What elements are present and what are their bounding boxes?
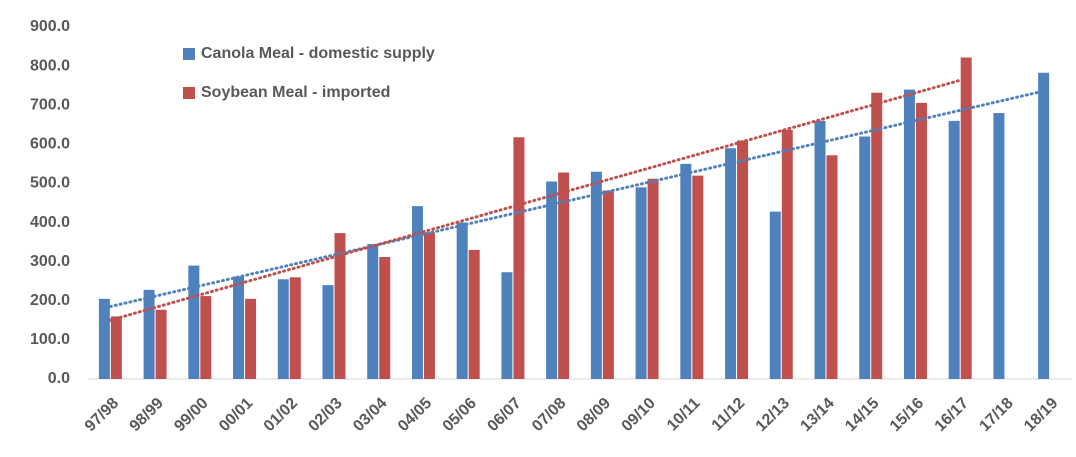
legend-swatch [183, 48, 195, 60]
x-tick-label: 03/04 [350, 395, 390, 435]
bar [635, 187, 647, 379]
bar [98, 298, 110, 379]
x-tick-label: 97/98 [82, 395, 122, 435]
x-tick-label: 10/11 [664, 395, 704, 435]
bar [903, 89, 915, 380]
legend-swatch [183, 87, 195, 99]
y-tick-label: 500.0 [30, 175, 70, 192]
trendline [108, 88, 1052, 309]
y-tick-label: 300.0 [30, 253, 70, 270]
x-tick-label: 07/08 [529, 395, 569, 435]
x-tick-label: 12/13 [753, 395, 793, 435]
bar [334, 233, 346, 379]
bar [322, 285, 334, 379]
x-tick-label: 15/16 [887, 395, 927, 435]
x-tick-label: 11/12 [709, 395, 749, 435]
bar [1038, 72, 1050, 379]
bar [143, 289, 155, 379]
y-tick-label: 400.0 [30, 214, 70, 231]
x-tick-label: 06/07 [484, 395, 524, 435]
bar [379, 256, 391, 379]
bar [110, 316, 122, 379]
trendline [108, 78, 962, 322]
bar [960, 57, 972, 380]
y-tick-label: 100.0 [30, 331, 70, 348]
bar [602, 190, 614, 379]
x-tick-label: 13/14 [797, 395, 837, 435]
y-tick-label: 700.0 [30, 96, 70, 113]
bar [781, 129, 793, 379]
bar [769, 211, 781, 379]
bar [647, 178, 659, 379]
x-tick-label: 17/18 [976, 395, 1016, 435]
x-tick-label: 00/01 [216, 395, 256, 435]
bar [277, 279, 289, 379]
bar [200, 296, 212, 379]
bar [546, 181, 558, 379]
y-tick-label: 800.0 [30, 57, 70, 74]
bar [289, 277, 301, 379]
bar [814, 120, 826, 379]
x-tick-label: 09/10 [619, 395, 659, 435]
y-tick-label: 900.0 [30, 18, 70, 35]
bar [245, 298, 257, 379]
bar [725, 148, 737, 379]
bar [513, 137, 525, 379]
bar [423, 232, 435, 379]
bar [468, 249, 480, 379]
y-tick-label: 0.0 [48, 370, 70, 387]
bar [826, 155, 838, 379]
legend-label: Canola Meal - domestic supply [201, 45, 435, 62]
bar [859, 136, 871, 379]
bar [155, 309, 167, 379]
bar [915, 102, 927, 380]
x-tick-label: 99/00 [171, 395, 211, 435]
x-tick-label: 98/99 [127, 395, 167, 435]
bar [558, 172, 570, 379]
x-tick-label: 02/03 [305, 395, 345, 435]
bar [501, 272, 513, 379]
bar [737, 140, 749, 379]
bar [590, 171, 602, 379]
x-tick-label: 08/09 [574, 395, 614, 435]
bar [692, 175, 704, 379]
y-tick-label: 600.0 [30, 136, 70, 153]
bar [871, 92, 883, 379]
x-tick-label: 18/19 [1021, 395, 1061, 435]
x-tick-label: 14/15 [842, 395, 882, 435]
x-tick-label: 01/02 [261, 395, 301, 435]
bar [680, 163, 692, 379]
x-tick-label: 05/06 [440, 395, 480, 435]
bar [456, 222, 468, 379]
legend-label: Soybean Meal - imported [201, 84, 390, 101]
bar [993, 113, 1005, 380]
bar [367, 244, 379, 379]
x-tick-label: 04/05 [395, 395, 435, 435]
y-tick-label: 200.0 [30, 292, 70, 309]
x-tick-label: 16/17 [932, 395, 972, 435]
bar [411, 206, 423, 379]
bar [948, 120, 960, 379]
bar [233, 276, 245, 379]
bar [188, 265, 200, 379]
